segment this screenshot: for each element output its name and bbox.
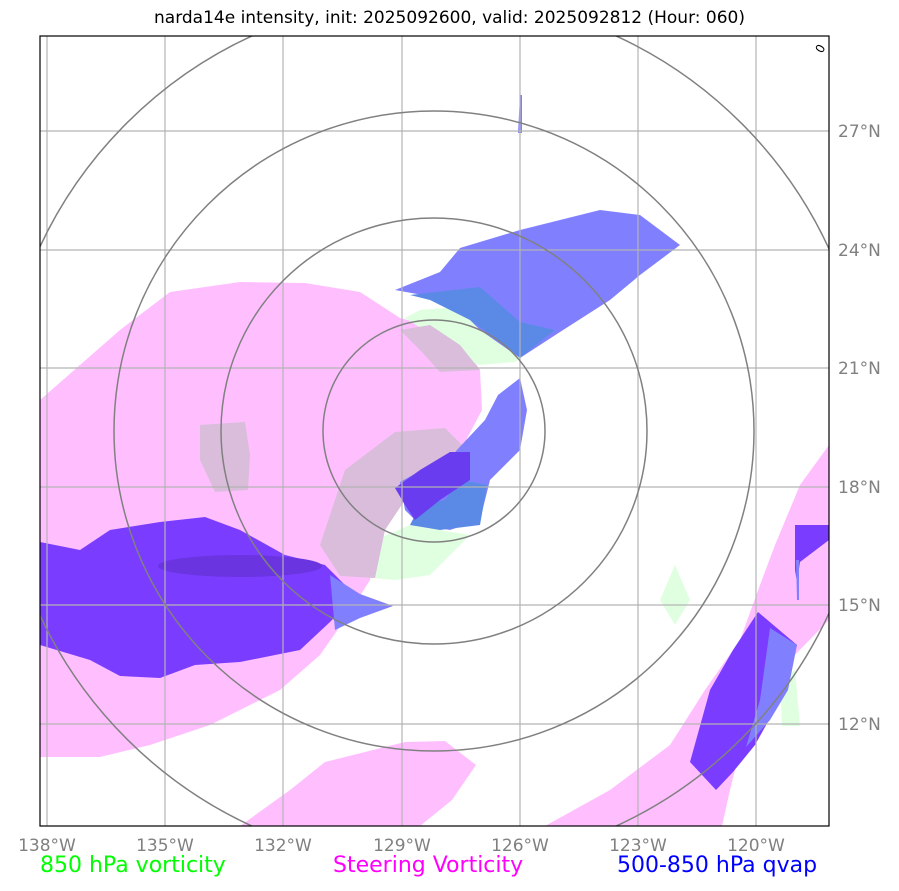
lat-label: 27°N: [838, 122, 881, 142]
longitude-labels: 138°W 135°W 132°W 129°W 126°W 123°W 120°…: [18, 836, 785, 856]
legend-steering-vorticity: Steering Vorticity: [333, 853, 524, 878]
latitude-labels: 27°N 24°N 21°N 18°N 15°N 12°N: [838, 122, 881, 735]
corner-contour-label: 0: [812, 42, 828, 56]
lon-label: 135°W: [136, 836, 194, 856]
legend-850-vorticity: 850 hPa vorticity: [40, 853, 226, 878]
lon-label: 129°W: [373, 836, 431, 856]
lon-label: 132°W: [254, 836, 312, 856]
overlap-layer: [200, 325, 480, 578]
range-ring-2: [220, 217, 648, 645]
lat-label: 24°N: [838, 241, 881, 261]
range-rings: [40, 36, 829, 826]
legend-qvap: 500-850 hPa qvap: [617, 853, 818, 878]
map-title: narda14e intensity, init: 2025092600, va…: [154, 8, 745, 28]
range-ring-1: [322, 319, 546, 543]
lat-label: 18°N: [838, 478, 881, 498]
qvap-layer: [40, 95, 829, 790]
map-frame: [39, 35, 830, 827]
map-plot-area: [40, 36, 829, 826]
lon-label: 123°W: [609, 836, 667, 856]
graticule: [40, 36, 829, 826]
lon-label: 120°W: [727, 836, 785, 856]
lat-label: 12°N: [838, 715, 881, 735]
range-ring-3: [113, 110, 755, 752]
lat-label: 15°N: [838, 596, 881, 616]
lat-label: 21°N: [838, 359, 881, 379]
lon-label: 126°W: [491, 836, 549, 856]
lon-label: 138°W: [18, 836, 76, 856]
